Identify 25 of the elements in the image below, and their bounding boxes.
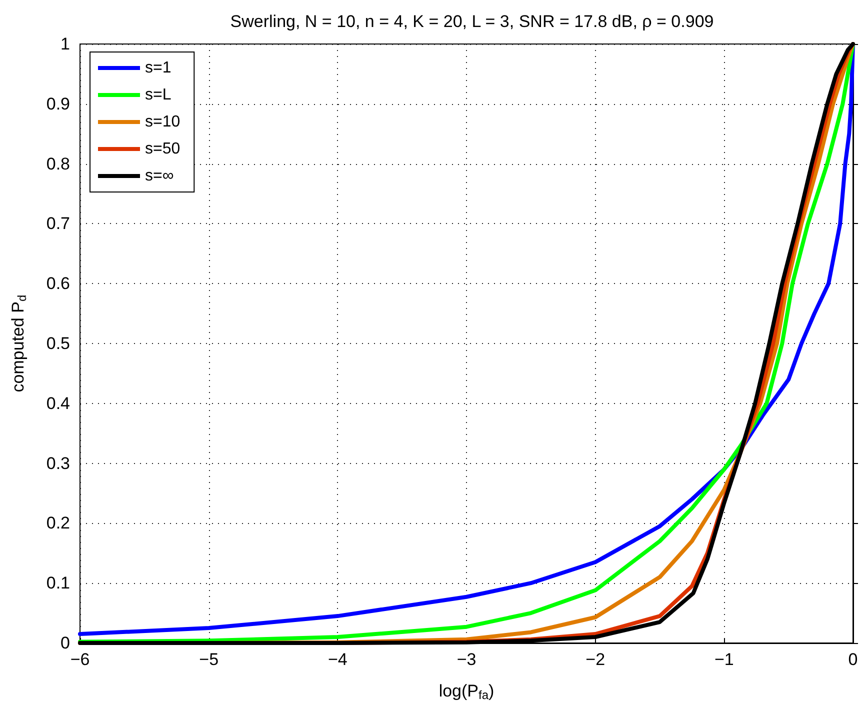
y-tick-label: 0.5 bbox=[46, 334, 70, 353]
y-tick-label: 0.3 bbox=[46, 454, 70, 473]
chart-title: Swerling, N = 10, n = 4, K = 20, L = 3, SNR = 17.8 dB, ρ = 0.909 bbox=[230, 12, 714, 31]
y-axis-title: computed Pd bbox=[8, 294, 29, 392]
x-tick-label: −2 bbox=[586, 650, 606, 669]
x-tick-label: −1 bbox=[714, 650, 734, 669]
x-tick-label: −6 bbox=[70, 650, 90, 669]
x-tick-label: −3 bbox=[456, 650, 476, 669]
y-tick-label: 0.8 bbox=[46, 154, 70, 174]
y-tick-label: 0.7 bbox=[46, 214, 70, 234]
x-tick-label: −5 bbox=[199, 650, 219, 669]
legend-label: s=50 bbox=[145, 140, 180, 158]
y-tick-label: 0.2 bbox=[46, 514, 70, 533]
y-tick-label: 0.6 bbox=[46, 274, 70, 294]
x-tick-label: −4 bbox=[328, 650, 348, 669]
y-tick-label: 0 bbox=[60, 634, 70, 652]
y-tick-label: 0.9 bbox=[46, 94, 70, 114]
legend-label: s=1 bbox=[145, 60, 172, 76]
legend-label: s=∞ bbox=[145, 168, 174, 184]
x-tick-label: 0 bbox=[848, 650, 858, 669]
legend-label: s=L bbox=[145, 86, 172, 104]
y-tick-label: 1 bbox=[60, 34, 70, 54]
legend-label: s=10 bbox=[145, 114, 180, 130]
y-tick-label: 0.4 bbox=[46, 394, 70, 413]
y-tick-label: 0.1 bbox=[46, 574, 70, 593]
